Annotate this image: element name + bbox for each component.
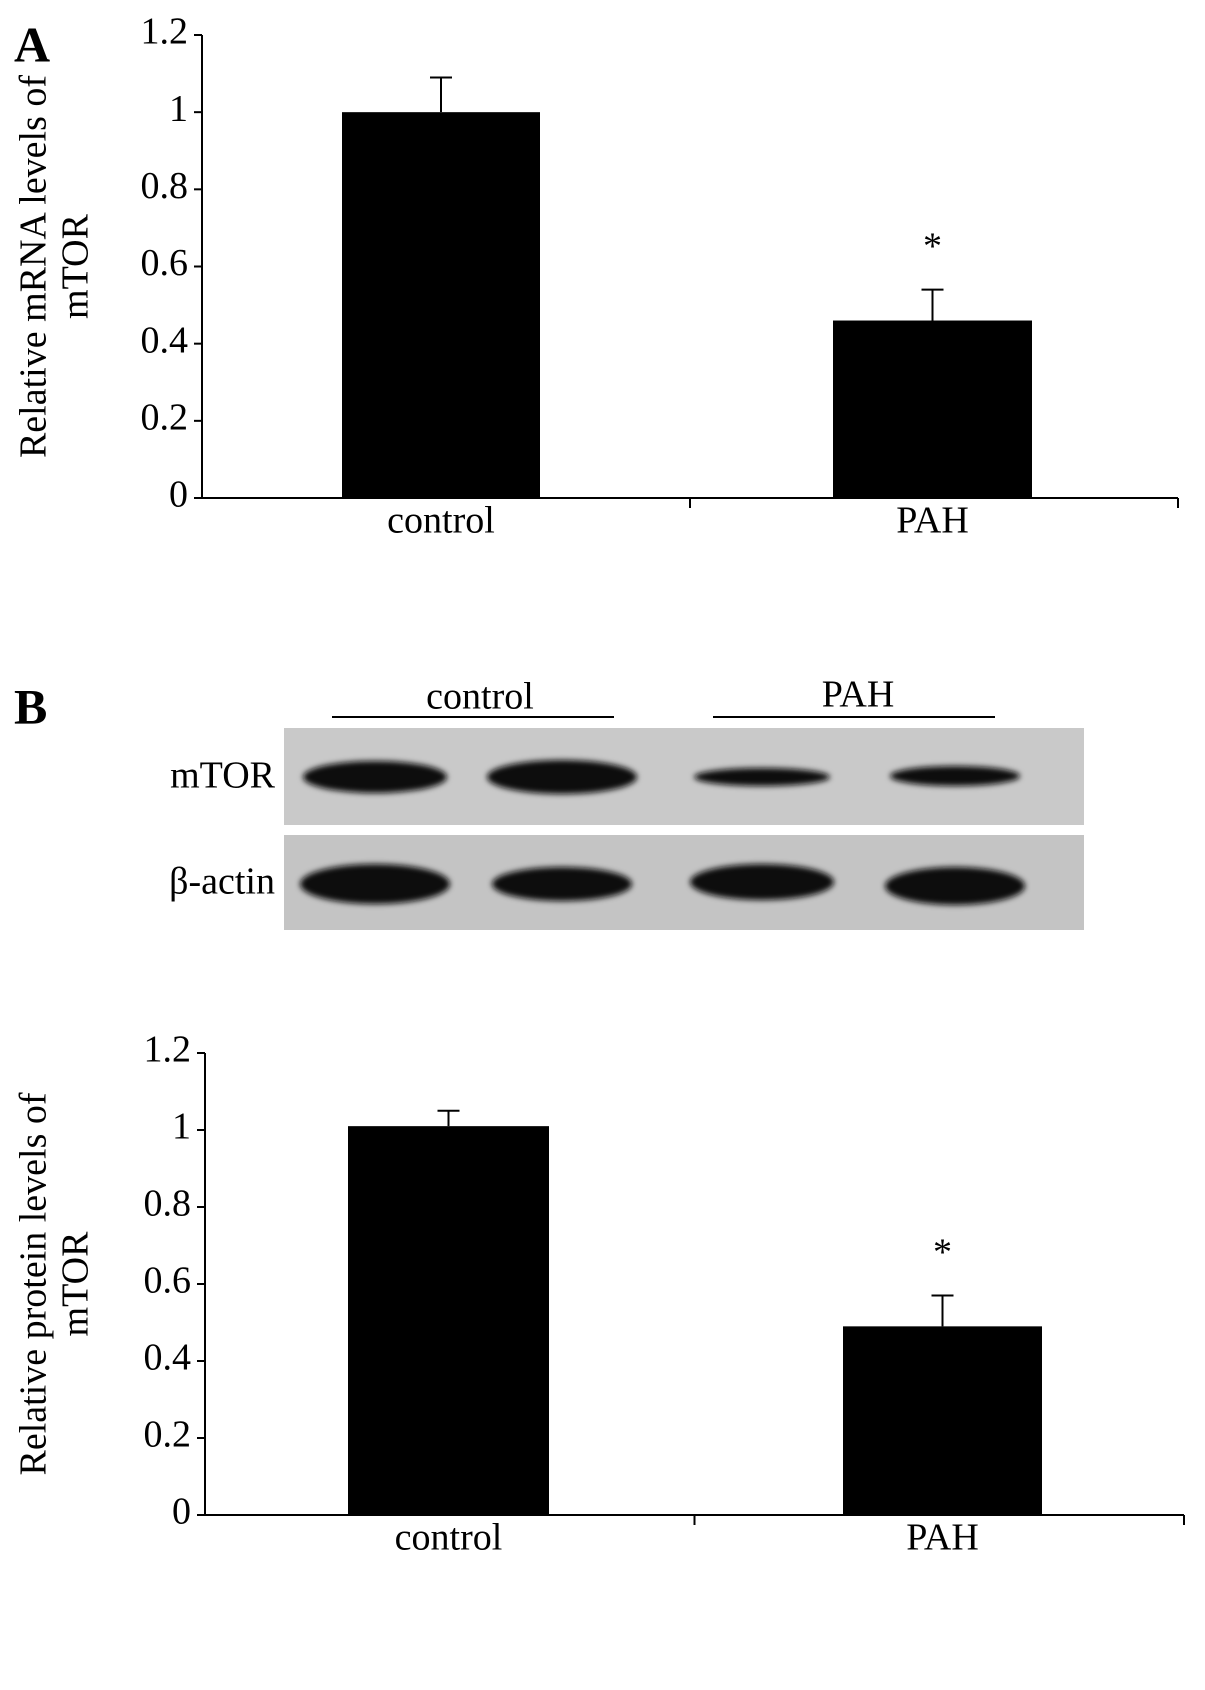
band [487, 760, 637, 794]
band [694, 768, 830, 786]
annotation: * [923, 225, 942, 267]
error-bar [921, 288, 944, 321]
y-axis-label: mTOR [55, 1231, 97, 1337]
y-tick-label: 1.2 [141, 11, 189, 53]
panel-label: A [14, 16, 50, 72]
y-tick-label: 0.8 [141, 165, 189, 207]
bar [348, 1126, 549, 1515]
y-axis-label: Relative protein levels of [13, 1092, 55, 1475]
y-tick-label: 0.2 [141, 397, 189, 439]
band [492, 867, 632, 901]
group-label: control [426, 676, 534, 718]
y-tick-label: 1.2 [144, 1029, 192, 1071]
row-label: β-actin [169, 861, 275, 903]
panel-label: B [14, 678, 47, 734]
band [690, 864, 834, 900]
x-tick-label: PAH [896, 500, 969, 542]
y-tick-label: 1 [169, 88, 188, 130]
band [885, 867, 1025, 905]
y-tick-label: 0.4 [141, 319, 189, 361]
bar [843, 1326, 1042, 1515]
chart: Relative protein levels of mTOR 0 0.2 0.4 0.6… [13, 1029, 1185, 1559]
y-tick-label: 0.2 [144, 1414, 192, 1456]
y-tick-label: 0.6 [141, 242, 189, 284]
x-tick-label: control [387, 500, 495, 542]
bar [342, 112, 540, 499]
y-axis-label: Relative mRNA levels of [13, 75, 55, 458]
band [303, 761, 447, 793]
error-bar [437, 1109, 460, 1127]
error-bar [931, 1294, 954, 1327]
x-tick-label: control [395, 1517, 503, 1559]
x-tick-label: PAH [906, 1517, 979, 1559]
group-label: PAH [822, 674, 895, 716]
y-tick-label: 0.4 [144, 1337, 192, 1379]
bands [300, 760, 1025, 905]
bar [833, 320, 1032, 498]
y-tick-label: 0.6 [144, 1260, 192, 1302]
western-blot: B control PAH mTOR β-actin [14, 674, 1084, 930]
row-label: mTOR [170, 755, 276, 797]
band [300, 864, 450, 904]
y-tick-label: 0 [172, 1491, 191, 1533]
y-tick-label: 1 [172, 1106, 191, 1148]
y-tick-label: 0 [169, 474, 188, 516]
y-axis-label: mTOR [55, 213, 97, 319]
error-bar [430, 76, 452, 113]
band [890, 766, 1020, 786]
y-tick-label: 0.8 [144, 1183, 192, 1225]
annotation: * [933, 1231, 952, 1273]
